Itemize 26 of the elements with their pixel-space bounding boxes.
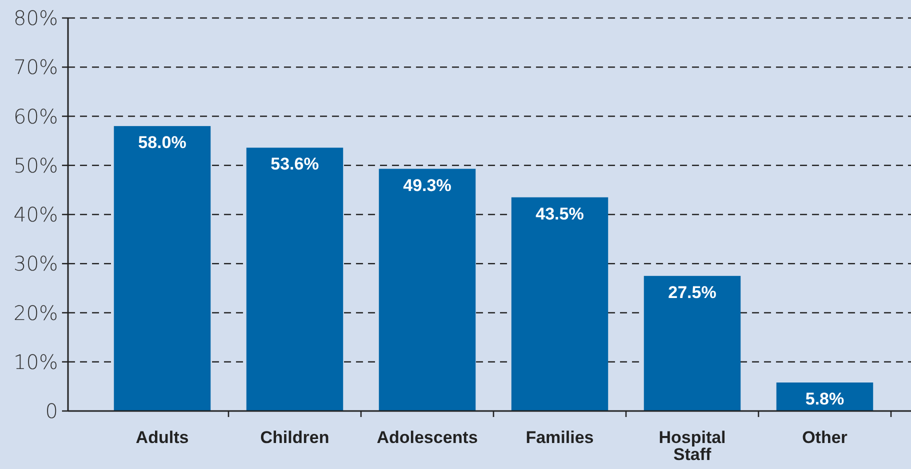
y-tick-label: 50% xyxy=(14,153,58,178)
bar xyxy=(378,168,476,411)
x-tick-label: Families xyxy=(526,428,594,447)
data-label: 5.8% xyxy=(805,390,844,409)
x-tick-label: Adolescents xyxy=(376,428,478,447)
data-label: 58.0% xyxy=(138,133,186,152)
x-tick-label: Children xyxy=(260,428,330,447)
y-tick-label: 30% xyxy=(14,252,58,276)
data-label: 43.5% xyxy=(536,204,584,224)
y-tick-label: 10% xyxy=(14,350,58,374)
y-tick-label: 80% xyxy=(14,6,58,30)
x-tick-label: Adults xyxy=(136,428,189,447)
x-tick-label: Hospital Staff xyxy=(658,428,726,464)
bar xyxy=(246,148,344,411)
data-label: 49.3% xyxy=(403,176,452,195)
bar xyxy=(114,126,211,411)
y-tick-label: 0 xyxy=(45,399,58,423)
y-tick-label: 60% xyxy=(14,104,58,128)
data-label: 53.6% xyxy=(270,154,319,174)
data-label: 27.5% xyxy=(668,282,716,302)
bar xyxy=(511,197,608,411)
x-tick-label: Other xyxy=(802,428,848,447)
y-tick-label: 40% xyxy=(14,202,58,226)
y-tick-label: 20% xyxy=(14,300,58,325)
bar xyxy=(644,276,741,411)
y-tick-label: 70% xyxy=(14,55,58,80)
